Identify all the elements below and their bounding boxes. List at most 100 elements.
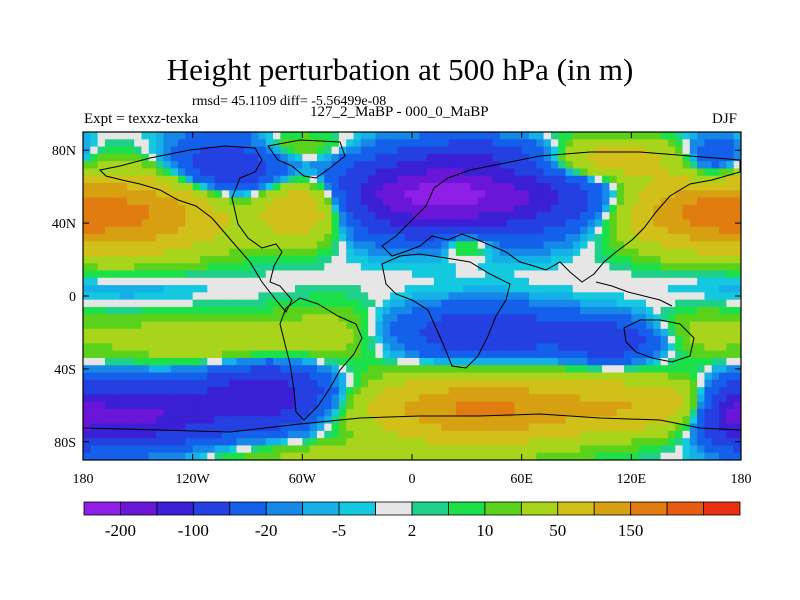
field-cell bbox=[229, 226, 238, 235]
field-cell bbox=[616, 387, 625, 395]
field-cell bbox=[441, 277, 450, 286]
field-cell bbox=[178, 343, 186, 352]
field-cell bbox=[485, 255, 494, 264]
field-cell bbox=[689, 328, 698, 337]
coast-maritime bbox=[595, 281, 673, 307]
field-cell bbox=[192, 408, 201, 417]
field-cell bbox=[302, 292, 311, 301]
field-cell bbox=[302, 263, 311, 272]
field-cell bbox=[616, 241, 625, 250]
field-cell bbox=[331, 219, 340, 228]
field-cell bbox=[368, 226, 377, 235]
field-cell bbox=[404, 408, 413, 417]
field-cell bbox=[192, 328, 201, 337]
field-cell bbox=[638, 416, 647, 425]
field-cell bbox=[170, 408, 179, 417]
field-cell bbox=[397, 408, 406, 417]
field-cell bbox=[594, 248, 603, 257]
field-cell bbox=[353, 161, 362, 170]
field-cell bbox=[243, 365, 252, 374]
field-cell bbox=[170, 372, 179, 381]
field-cell bbox=[302, 248, 311, 257]
field-cell bbox=[477, 408, 486, 417]
field-cell bbox=[236, 394, 245, 403]
field-cell bbox=[433, 248, 442, 257]
field-cell bbox=[104, 336, 113, 344]
field-cell bbox=[229, 452, 238, 460]
field-cell bbox=[126, 132, 135, 140]
field-cell bbox=[448, 204, 457, 213]
field-cell bbox=[243, 343, 252, 352]
field-cell bbox=[251, 387, 260, 395]
field-cell bbox=[485, 438, 494, 447]
field-cell bbox=[638, 292, 647, 301]
field-cell bbox=[697, 314, 706, 323]
field-cell bbox=[185, 379, 194, 388]
field-cell bbox=[492, 270, 501, 279]
field-cell bbox=[83, 387, 91, 395]
field-cell bbox=[280, 248, 289, 257]
field-cell bbox=[412, 452, 420, 460]
field-cell bbox=[192, 379, 201, 388]
field-cell bbox=[331, 299, 340, 308]
field-cell bbox=[653, 372, 662, 381]
field-cell bbox=[404, 263, 413, 272]
field-cell bbox=[507, 423, 515, 432]
field-cell bbox=[514, 146, 523, 155]
field-cell bbox=[390, 379, 398, 388]
field-cell bbox=[733, 343, 741, 352]
colorbar-swatch bbox=[484, 501, 522, 516]
field-cell bbox=[587, 401, 596, 410]
field-cell bbox=[207, 357, 216, 366]
field-cell bbox=[514, 234, 523, 242]
field-cell bbox=[485, 430, 494, 439]
field-cell bbox=[163, 394, 172, 403]
field-cell bbox=[609, 255, 618, 264]
field-cell bbox=[682, 146, 691, 155]
field-cell bbox=[441, 263, 450, 272]
field-cell bbox=[689, 204, 698, 213]
field-cell bbox=[587, 416, 596, 425]
field-cell bbox=[251, 372, 260, 381]
field-cell bbox=[587, 226, 596, 235]
field-cell bbox=[119, 241, 128, 250]
field-cell bbox=[119, 430, 128, 439]
field-cell bbox=[207, 299, 216, 308]
field-cell bbox=[199, 350, 208, 359]
field-cell bbox=[419, 350, 428, 359]
field-cell bbox=[543, 387, 552, 395]
field-cell bbox=[412, 328, 420, 337]
field-cell bbox=[83, 248, 91, 257]
field-cell bbox=[243, 394, 252, 403]
field-cell bbox=[448, 408, 457, 417]
field-cell bbox=[521, 357, 530, 366]
field-cell bbox=[126, 438, 135, 447]
field-cell bbox=[704, 183, 713, 191]
field-cell bbox=[97, 212, 106, 221]
field-cell bbox=[565, 146, 574, 155]
field-cell bbox=[565, 132, 574, 140]
field-cell bbox=[404, 350, 413, 359]
field-cell bbox=[346, 452, 355, 460]
field-cell bbox=[602, 452, 610, 460]
field-cell bbox=[221, 255, 230, 264]
field-cell bbox=[565, 321, 574, 330]
field-cell bbox=[631, 168, 640, 177]
field-cell bbox=[221, 132, 230, 140]
field-cell bbox=[653, 314, 662, 323]
field-cell bbox=[97, 277, 106, 286]
field-cell bbox=[214, 357, 223, 366]
field-cell bbox=[302, 336, 311, 344]
field-cell bbox=[667, 379, 676, 388]
field-cell bbox=[463, 197, 472, 206]
field-cell bbox=[565, 357, 574, 366]
field-cell bbox=[470, 226, 479, 235]
field-cell bbox=[199, 372, 208, 381]
field-cell bbox=[514, 292, 523, 301]
field-cell bbox=[375, 379, 384, 388]
field-cell bbox=[397, 146, 406, 155]
field-cell bbox=[119, 365, 128, 374]
field-cell bbox=[726, 270, 735, 279]
field-cell bbox=[134, 328, 143, 337]
field-cell bbox=[331, 292, 340, 301]
